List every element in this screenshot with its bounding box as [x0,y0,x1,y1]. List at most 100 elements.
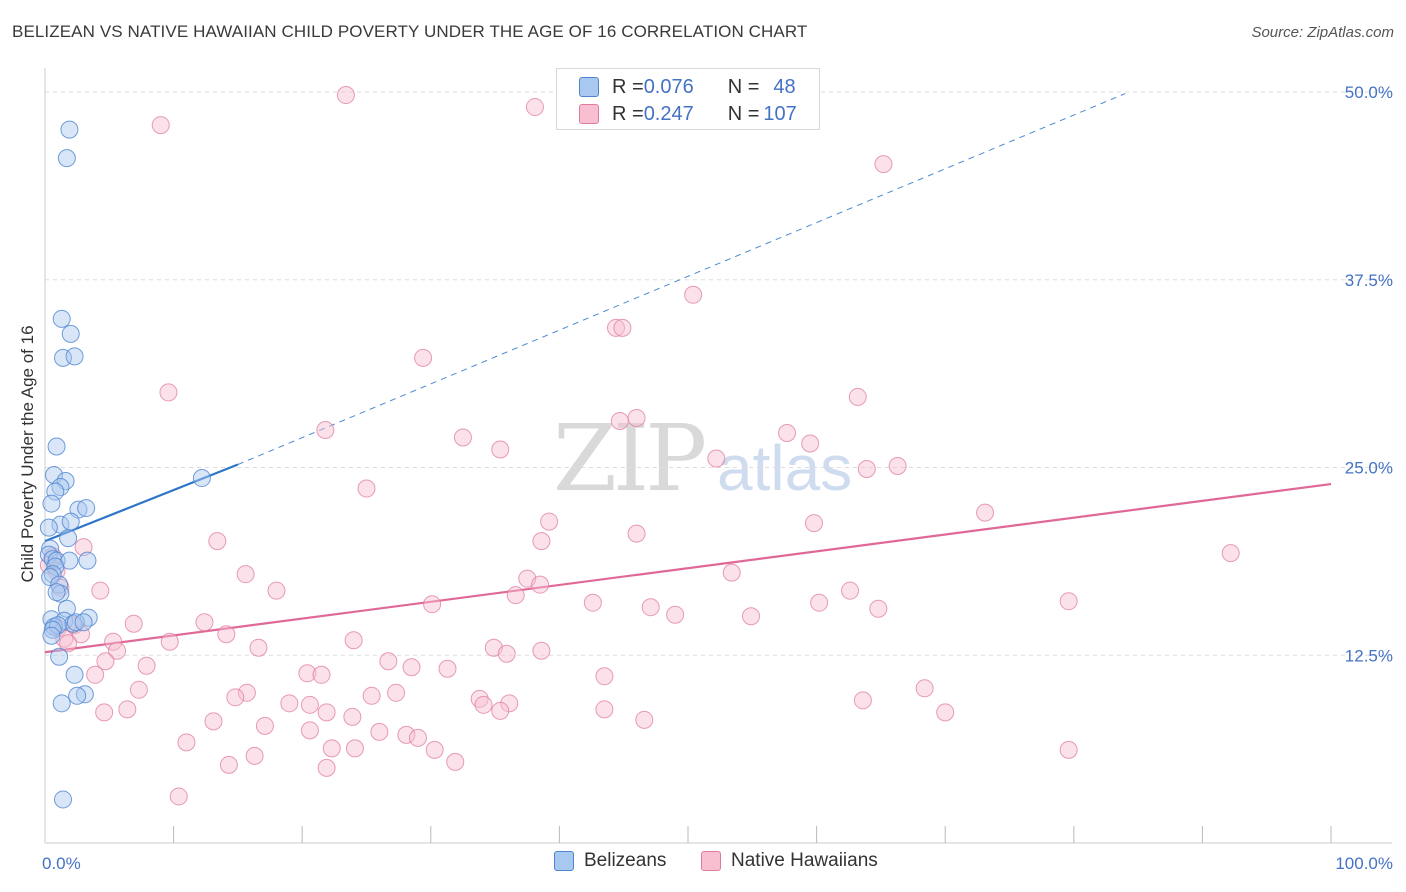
stats-r-label: R = [612,102,644,125]
point-native-hawaiians [124,614,143,633]
point-native-hawaiians [627,524,646,543]
point-native-hawaiians [491,701,510,720]
point-native-hawaiians [635,710,654,729]
point-native-hawaiians [362,686,381,705]
point-belizeans [43,620,62,639]
point-belizeans [50,647,69,666]
point-native-hawaiians [357,479,376,498]
point-native-hawaiians [95,703,114,722]
point-belizeans [57,599,76,618]
x-tick-label: 0.0% [42,854,81,873]
point-native-hawaiians [1221,544,1240,563]
point-native-hawaiians [245,746,264,765]
point-native-hawaiians [888,457,907,476]
point-native-hawaiians [137,656,156,675]
point-belizeans [52,309,71,328]
point-native-hawaiians [345,739,364,758]
point-native-hawaiians [217,625,236,644]
point-native-hawaiians [397,725,416,744]
axes [44,68,1392,844]
point-belizeans [77,499,96,518]
point-native-hawaiians [474,695,493,714]
y-tick-label: 25.0% [1345,459,1393,478]
point-native-hawaiians [491,440,510,459]
point-native-hawaiians [387,683,406,702]
legend-item-belizeans[interactable]: Belizeans [554,850,666,872]
point-belizeans [46,482,65,501]
point-belizeans [51,515,70,534]
point-native-hawaiians [300,695,319,714]
point-belizeans [39,518,58,537]
watermark-zip: ZIP [553,405,704,512]
point-native-hawaiians [226,688,245,707]
point-belizeans [65,347,84,366]
point-native-hawaiians [595,700,614,719]
point-native-hawaiians [666,605,685,624]
point-native-hawaiians [841,581,860,600]
point-native-hawaiians [204,712,223,731]
point-native-hawaiians [280,694,299,713]
point-belizeans [60,120,79,139]
point-belizeans [57,149,76,168]
point-native-hawaiians [976,503,995,522]
point-native-hawaiians [1059,592,1078,611]
point-native-hawaiians [169,787,188,806]
stats-n-value: 48 [773,75,796,98]
legend-swatch-native-hawaiians [701,851,721,871]
point-native-hawaiians [446,752,465,771]
stats-r-value: 0.076 [643,75,694,98]
point-native-hawaiians [236,565,255,584]
point-native-hawaiians [438,659,457,678]
point-native-hawaiians [915,679,934,698]
point-belizeans [54,348,73,367]
point-native-hawaiians [595,667,614,686]
stats-swatch-native-hawaiians [579,104,599,124]
point-native-hawaiians [408,728,427,747]
point-native-hawaiians [531,575,550,594]
stats-box: R = 0.076 N = 48 R = 0.247 N = 107 [556,68,820,130]
point-native-hawaiians [300,721,319,740]
point-native-hawaiians [208,532,227,551]
point-native-hawaiians [506,586,525,605]
point-native-hawaiians [425,740,444,759]
point-native-hawaiians [936,703,955,722]
stats-r-value: 0.247 [643,102,694,125]
stats-n-label: N = [727,102,760,125]
point-native-hawaiians [312,665,331,684]
point-native-hawaiians [249,638,268,657]
stats-row-belizeans: R = 0.076 N = 48 [579,75,796,99]
point-native-hawaiians [108,641,127,660]
point-native-hawaiians [219,755,238,774]
stats-n-label: N = [727,75,760,98]
trend-line-belizeans [44,463,239,543]
point-native-hawaiians [370,722,389,741]
point-native-hawaiians [160,632,179,651]
point-native-hawaiians [857,460,876,479]
point-belizeans [47,551,66,570]
point-native-hawaiians [159,383,178,402]
point-belizeans [43,565,62,584]
tick-labels: 12.5% 25.0% 37.5% 50.0% 0.0% 100.0% [42,83,1393,873]
legend-label-belizeans: Belizeans [584,850,667,871]
point-belizeans [75,685,94,704]
point-native-hawaiians [869,599,888,618]
point-belizeans [74,613,93,632]
point-native-hawaiians [500,694,519,713]
point-belizeans [47,437,66,456]
point-native-hawaiians [86,665,105,684]
legend-item-native-hawaiians[interactable]: Native Hawaiians [701,850,878,872]
point-native-hawaiians [59,634,78,653]
point-belizeans [59,529,78,548]
point-native-hawaiians [722,563,741,582]
point-native-hawaiians [853,691,872,710]
point-native-hawaiians [195,613,214,632]
point-native-hawaiians [402,658,421,677]
point-native-hawaiians [848,387,867,406]
point-native-hawaiians [778,423,797,442]
point-native-hawaiians [540,512,559,531]
point-native-hawaiians [336,86,355,105]
y-axis-title: Child Poverty Under the Age of 16 [18,325,37,582]
point-native-hawaiians [525,98,544,117]
point-belizeans [192,469,211,488]
